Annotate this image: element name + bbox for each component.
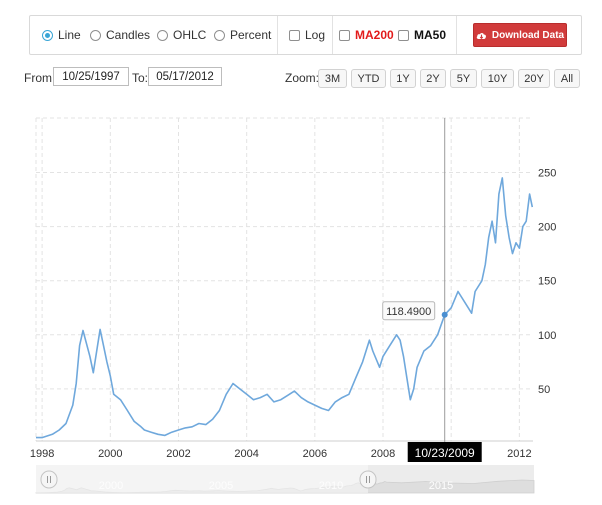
ma50-toggle[interactable]: MA50 [398, 28, 446, 42]
price-series-line [36, 177, 534, 439]
to-label: To: [132, 71, 149, 85]
y-tick-label: 150 [538, 276, 556, 288]
navigator-selection [36, 465, 368, 493]
y-axis: 50 100 150 200 250 [538, 168, 556, 396]
x-tick-label: 2004 [234, 448, 258, 460]
chart-type-candles[interactable]: Candles [90, 28, 150, 42]
grip-icon [47, 476, 51, 483]
chart-toolbar: Line Candles OHLC Percent Log MA200 MA50… [29, 15, 582, 55]
x-tick-label: 2000 [98, 448, 122, 460]
chart-type-ohlc[interactable]: OHLC [157, 28, 206, 42]
chart-grid [35, 117, 533, 442]
checkbox-icon [398, 29, 409, 41]
divider [456, 16, 457, 54]
grip-icon [366, 476, 370, 483]
log-scale-toggle[interactable]: Log [289, 28, 325, 42]
checkbox-icon [339, 29, 350, 41]
x-tick-label: 2012 [507, 448, 531, 460]
chart-type-percent[interactable]: Percent [214, 28, 271, 42]
to-date-input[interactable]: 05/17/2012 [148, 67, 222, 86]
y-tick-label: 200 [538, 222, 556, 234]
zoom-10y-button[interactable]: 10Y [481, 69, 514, 88]
radio-icon [90, 29, 101, 41]
x-tick-label: 2002 [166, 448, 190, 460]
tooltip-value: 118.4900 [386, 306, 431, 318]
navigator-year: 2000 [99, 480, 123, 492]
from-label: From: [24, 71, 56, 85]
zoom-20y-button[interactable]: 20Y [518, 69, 550, 88]
checkbox-icon [289, 29, 300, 41]
zoom-all-button[interactable]: All [554, 69, 580, 88]
from-date-input[interactable]: 10/25/1997 [53, 67, 129, 86]
y-tick-label: 100 [538, 330, 556, 342]
zoom-3m-button[interactable]: 3M [318, 69, 347, 88]
divider [332, 16, 333, 54]
x-tick-label: 2006 [303, 448, 327, 460]
date-flag-label: 10/23/2009 [415, 446, 475, 460]
navigator-left-handle[interactable] [40, 470, 58, 489]
radio-icon [157, 29, 168, 41]
y-tick-label: 250 [538, 168, 556, 180]
navigator-year: 2005 [209, 480, 233, 492]
tooltip-box [382, 301, 436, 321]
radio-selected-icon [42, 29, 53, 41]
navigator[interactable]: 2000 2005 2010 2015 [35, 465, 535, 494]
x-tick-label: 1998 [30, 448, 54, 460]
tooltip-point [441, 311, 448, 318]
navigator-year: 2010 [319, 480, 343, 492]
zoom-ytd-button[interactable]: YTD [351, 69, 386, 88]
radio-icon [214, 29, 225, 41]
zoom-2y-button[interactable]: 2Y [420, 69, 446, 88]
chart-type-line[interactable]: Line [42, 28, 81, 42]
date-flag: 10/23/2009 [407, 442, 482, 462]
cloud-download-icon [476, 32, 486, 39]
zoom-5y-button[interactable]: 5Y [450, 69, 477, 88]
date-flag-box [407, 442, 482, 462]
zoom-1y-button[interactable]: 1Y [390, 69, 416, 88]
zoom-label: Zoom: [285, 71, 320, 85]
tooltip: 118.4900 [382, 301, 448, 321]
ma200-toggle[interactable]: MA200 [339, 28, 394, 42]
navigator-year: 2015 [429, 480, 453, 492]
navigator-right-handle[interactable] [359, 470, 377, 489]
series-group [36, 177, 534, 439]
download-data-button[interactable]: Download Data [473, 23, 567, 47]
x-tick-label: 2008 [371, 448, 395, 460]
y-tick-label: 50 [538, 384, 550, 396]
divider [277, 16, 278, 54]
